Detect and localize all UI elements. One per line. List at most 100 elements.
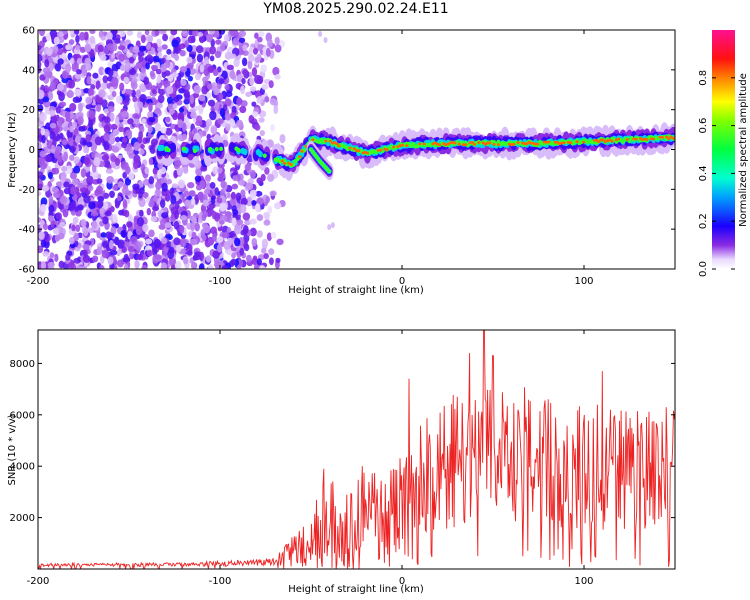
noise-blob — [80, 218, 87, 227]
noise-blob — [219, 202, 228, 212]
noise-blob — [46, 140, 53, 150]
noise-blob — [269, 97, 276, 106]
noise-blob — [123, 253, 129, 263]
noise-blob — [106, 31, 113, 40]
noise-blob — [149, 70, 155, 78]
noise-blob — [268, 257, 274, 266]
noise-blob — [97, 44, 104, 53]
spectrogram-y-tick-label: 0 — [29, 145, 35, 156]
noise-blob — [248, 114, 255, 124]
noise-blob — [177, 112, 185, 121]
noise-blob — [42, 185, 50, 192]
noise-blob — [121, 110, 129, 118]
noise-blob — [145, 238, 153, 245]
noise-blob — [126, 30, 134, 36]
noise-blob — [252, 48, 259, 55]
spectrogram-x-tick-label: 0 — [399, 276, 405, 287]
noise-blob — [230, 258, 237, 266]
signal-blob — [512, 143, 516, 146]
noise-blob — [125, 88, 133, 95]
noise-blob — [77, 116, 84, 126]
noise-blob — [205, 118, 213, 127]
noise-blob — [205, 182, 211, 191]
noise-blob — [318, 30, 323, 37]
noise-blob — [181, 30, 188, 34]
signal-blob — [337, 144, 341, 148]
noise-blob — [103, 141, 110, 151]
noise-blob — [55, 212, 62, 220]
noise-blob — [150, 64, 158, 71]
noise-blob — [201, 234, 207, 241]
noise-blob — [104, 116, 111, 124]
noise-blob — [161, 44, 168, 50]
signal-blob — [665, 135, 669, 139]
noise-blob — [140, 143, 145, 150]
noise-blob — [189, 238, 198, 246]
noise-blob — [201, 213, 207, 222]
noise-blob — [44, 154, 52, 163]
signal-blob — [287, 161, 291, 165]
noise-blob — [113, 184, 119, 191]
noise-blob — [190, 221, 196, 232]
noise-blob — [172, 103, 178, 110]
noise-blob — [279, 134, 286, 144]
noise-blob — [172, 112, 178, 121]
noise-blob — [188, 190, 196, 197]
noise-blob — [219, 107, 226, 118]
noise-blob — [238, 37, 246, 44]
noise-blob — [104, 211, 112, 217]
noise-blob — [86, 141, 93, 148]
signal-blob — [298, 155, 302, 159]
noise-blob — [137, 101, 144, 109]
noise-blob — [109, 132, 116, 142]
noise-blob — [242, 44, 248, 52]
noise-blob — [188, 30, 194, 36]
noise-blob — [171, 72, 179, 78]
noise-blob — [47, 171, 53, 180]
signal-blob — [405, 144, 409, 148]
noise-blob — [101, 154, 110, 161]
noise-blob — [135, 62, 142, 70]
noise-blob — [181, 133, 188, 141]
noise-blob — [128, 171, 135, 181]
noise-blob — [256, 258, 262, 266]
noise-blob — [199, 153, 205, 161]
noise-blob — [69, 102, 77, 112]
noise-blob — [40, 239, 47, 248]
noise-blob — [63, 203, 70, 210]
noise-blob — [216, 197, 223, 204]
noise-blob — [191, 92, 200, 99]
noise-blob — [68, 203, 76, 211]
noise-blob — [257, 36, 263, 43]
noise-blob — [198, 263, 205, 269]
noise-blob — [214, 30, 220, 39]
noise-blob — [274, 44, 282, 53]
noise-blob — [140, 34, 146, 44]
noise-blob — [139, 187, 145, 195]
signal-blob — [597, 140, 601, 144]
noise-blob — [259, 129, 265, 137]
noise-blob — [74, 135, 81, 144]
noise-blob — [156, 38, 162, 48]
noise-blob — [121, 141, 128, 149]
noise-blob — [63, 151, 69, 162]
noise-blob — [236, 97, 242, 107]
noise-blob — [173, 220, 180, 230]
noise-blob — [57, 155, 63, 163]
noise-blob — [240, 189, 246, 198]
noise-blob — [53, 192, 61, 198]
noise-blob — [89, 35, 96, 44]
noise-blob — [115, 158, 121, 167]
noise-blob — [265, 196, 270, 204]
noise-blob — [152, 195, 158, 202]
noise-blob — [152, 205, 160, 212]
noise-blob — [194, 175, 202, 183]
noise-blob — [229, 53, 237, 59]
noise-blob — [38, 231, 45, 240]
noise-blob — [60, 195, 68, 205]
noise-blob — [161, 182, 168, 192]
noise-blob — [112, 213, 118, 223]
noise-blob — [150, 138, 159, 148]
noise-blob — [133, 141, 140, 151]
noise-blob — [202, 224, 211, 234]
